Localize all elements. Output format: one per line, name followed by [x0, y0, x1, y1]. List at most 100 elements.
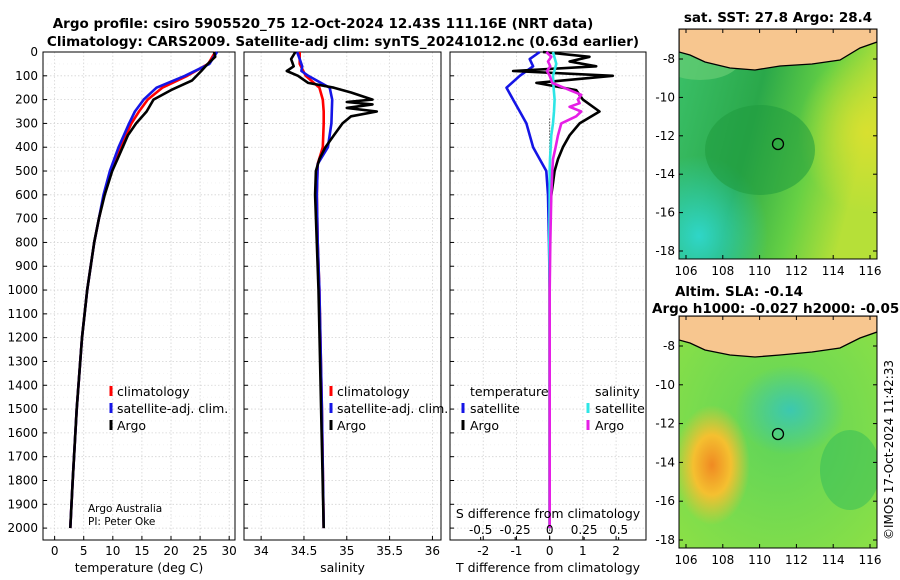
- map-y-tick-label: -16: [655, 206, 675, 220]
- sla-map-title-line2: Argo h1000: -0.027 h2000: -0.053: [652, 301, 900, 317]
- map-y-tick-label: -12: [655, 129, 675, 143]
- map-x-tick-label: 114: [822, 264, 845, 278]
- legend-title-salinity: salinity: [595, 384, 640, 399]
- map-y-tick-label: -18: [655, 533, 675, 547]
- x-tick-label: 15: [134, 544, 149, 558]
- figure-title-line1: Argo profile: csiro 5905520_75 12-Oct-20…: [53, 16, 594, 32]
- x-tick-label: 34.5: [291, 544, 318, 558]
- y-tick-label: 400: [15, 140, 38, 154]
- x-tick-label: 36: [425, 544, 440, 558]
- legend-label: satellite: [470, 401, 520, 416]
- map-x-tick-label: 110: [748, 553, 771, 567]
- map-y-tick-label: -10: [655, 378, 675, 392]
- map-x-tick-label: 112: [785, 553, 808, 567]
- sst-map: 106 108 110 112 114 116 -8 -10 -12 -14 -16 -18: [655, 28, 882, 278]
- legend-label: satellite-adj. clim.: [117, 401, 228, 416]
- y-tick-label: 1900: [7, 497, 38, 511]
- sla-argo-marker: [771, 427, 785, 441]
- credit-line1: Argo Australia: [88, 503, 162, 515]
- x-tick-label: 30: [222, 544, 237, 558]
- x-axis-label: salinity: [320, 560, 365, 575]
- map-x-tick-label: 110: [748, 264, 771, 278]
- sla-map: 106 108 110 112 114 116 -8 -10 -12 -14 -16 -18: [655, 315, 881, 567]
- legend-title-temperature: temperature: [470, 384, 549, 399]
- map-x-tick-label: 116: [859, 553, 882, 567]
- legend-label: satellite: [595, 401, 645, 416]
- top-axis-label: S difference from climatology: [456, 506, 641, 521]
- y-tick-label: 500: [15, 164, 38, 178]
- sla-high-anomaly: [679, 405, 750, 525]
- map-y-tick-label: -14: [655, 167, 675, 181]
- sla-map-ticks: 106 108 110 112 114 116 -8 -10 -12 -14 -16 -18: [655, 316, 881, 567]
- sla-map-title-line1: Altim. SLA: -0.14: [675, 284, 803, 300]
- x-tick-label: 34: [253, 544, 268, 558]
- map-x-tick-label: 114: [822, 553, 845, 567]
- y-tick-label: 1300: [7, 354, 38, 368]
- axes-frame: [449, 51, 647, 541]
- legend-label: Argo: [595, 418, 624, 433]
- x-tick-label: 10: [105, 544, 120, 558]
- x-tick-label: 0: [51, 544, 59, 558]
- difference-panel: -2 -1 0 1 2 T difference from climatology temp…: [449, 50, 647, 575]
- legend-label: satellite-adj. clim.: [337, 401, 448, 416]
- x-axis-label: temperature (deg C): [75, 560, 204, 575]
- map-y-tick-label: -14: [655, 455, 675, 469]
- temperature-panel: 0 5 10 15 20 25 300100200300400500600700800900…: [7, 45, 236, 575]
- map-y-tick-label: -18: [655, 244, 675, 258]
- sst-land: [679, 29, 877, 71]
- series-s-argo: [545, 51, 583, 529]
- y-tick-label: 1700: [7, 450, 38, 464]
- y-tick-label: 300: [15, 116, 38, 130]
- figure-title-line2: Climatology: CARS2009. Satellite-adj cli…: [47, 34, 639, 50]
- y-tick-label: 0: [30, 45, 38, 59]
- map-x-tick-label: 106: [675, 553, 698, 567]
- sla-map-frame: [678, 315, 878, 549]
- legend-label: climatology: [117, 384, 190, 399]
- legend-label: climatology: [337, 384, 410, 399]
- s-tick-label: 0.25: [571, 523, 598, 537]
- map-x-tick-label: 108: [711, 553, 734, 567]
- sst-map-title: sat. SST: 27.8 Argo: 28.4: [684, 10, 872, 26]
- map-x-tick-label: 116: [859, 264, 882, 278]
- legend-label: Argo: [117, 418, 146, 433]
- axes-frame: [243, 51, 442, 541]
- axes-frame: [42, 51, 236, 541]
- sst-map-frame: [678, 28, 878, 260]
- map-x-tick-label: 112: [785, 264, 808, 278]
- y-tick-label: 1400: [7, 378, 38, 392]
- x-tick-label: 2: [612, 544, 620, 558]
- x-tick-label: 5: [80, 544, 88, 558]
- y-tick-label: 1500: [7, 402, 38, 416]
- x-tick-label: 0: [546, 544, 554, 558]
- map-x-tick-label: 108: [711, 264, 734, 278]
- map-x-tick-label: 106: [675, 264, 698, 278]
- y-tick-label: 2000: [7, 521, 38, 535]
- x-tick-label: -1: [510, 544, 522, 558]
- y-tick-label: 600: [15, 188, 38, 202]
- map-y-tick-label: -8: [663, 339, 675, 353]
- credit-line2: PI: Peter Oke: [88, 516, 155, 528]
- s-tick-label: -0.5: [469, 523, 492, 537]
- y-tick-label: 1000: [7, 283, 38, 297]
- y-tick-label: 1200: [7, 331, 38, 345]
- map-y-tick-label: -16: [655, 494, 675, 508]
- x-tick-label: 35.5: [376, 544, 403, 558]
- x-tick-label: 25: [192, 544, 207, 558]
- x-tick-label: 1: [579, 544, 587, 558]
- map-y-tick-label: -8: [663, 52, 675, 66]
- y-tick-label: 1100: [7, 307, 38, 321]
- legend-label: Argo: [470, 418, 499, 433]
- sla-land: [679, 316, 877, 358]
- x-tick-label: 20: [163, 544, 178, 558]
- map-y-tick-label: -12: [655, 417, 675, 431]
- s-tick-label: 0.5: [609, 523, 628, 537]
- legend-label: Argo: [337, 418, 366, 433]
- y-tick-label: 900: [15, 259, 38, 273]
- sla-low-anomaly: [735, 365, 845, 455]
- series-argo: [285, 51, 379, 529]
- timestamp-watermark: ©IMOS 17-Oct-2024 11:42:33: [882, 360, 896, 540]
- x-tick-label: 35: [339, 544, 354, 558]
- y-tick-label: 100: [15, 69, 38, 83]
- y-tick-label: 1600: [7, 426, 38, 440]
